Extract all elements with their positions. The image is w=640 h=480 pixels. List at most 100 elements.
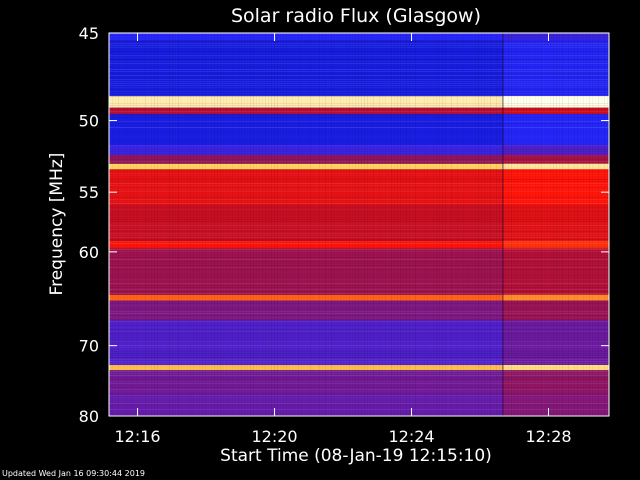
y-tick-label: 55 — [79, 183, 99, 202]
texture-streak — [427, 33, 428, 416]
texture-line — [109, 409, 609, 410]
texture-line — [109, 103, 609, 104]
texture-streak — [379, 33, 380, 416]
frequency-band — [109, 365, 609, 371]
texture-streak — [229, 33, 230, 416]
x-tick-label: 12:28 — [525, 427, 571, 446]
texture-streak — [223, 33, 224, 416]
texture-streak — [286, 33, 287, 416]
texture-streak — [247, 33, 248, 416]
texture-streak — [475, 33, 476, 416]
texture-streak — [460, 33, 461, 416]
texture-streak — [136, 33, 137, 416]
texture-line — [109, 197, 609, 198]
texture-streak — [172, 33, 173, 416]
texture-streak — [250, 33, 251, 416]
texture-streak — [439, 33, 440, 416]
texture-streak — [382, 33, 383, 416]
frequency-band — [109, 370, 609, 394]
x-tick-mark — [274, 33, 276, 41]
texture-streak — [124, 33, 125, 416]
texture-streak — [190, 33, 191, 416]
texture-streak — [577, 33, 578, 416]
texture-line — [109, 233, 609, 234]
texture-streak — [550, 33, 551, 416]
texture-streak — [283, 33, 284, 416]
texture-line — [109, 365, 609, 366]
texture-line — [109, 257, 609, 258]
texture-streak — [391, 33, 392, 416]
texture-streak — [226, 33, 227, 416]
texture-streak — [304, 33, 305, 416]
frequency-band-post-event — [502, 114, 609, 145]
texture-line — [109, 55, 609, 56]
texture-streak — [508, 33, 509, 416]
texture-streak — [595, 33, 596, 416]
texture-line — [109, 303, 609, 304]
texture-streak — [148, 33, 149, 416]
texture-streak — [316, 33, 317, 416]
texture-line — [109, 151, 609, 152]
y-tick-mark — [109, 191, 117, 193]
texture-streak — [208, 33, 209, 416]
frequency-band-post-event — [502, 107, 609, 115]
texture-streak — [529, 33, 530, 416]
texture-streak — [151, 33, 152, 416]
texture-streak — [526, 33, 527, 416]
texture-streak — [559, 33, 560, 416]
texture-streak — [385, 33, 386, 416]
texture-streak — [436, 33, 437, 416]
y-tick-mark — [109, 251, 117, 253]
texture-line — [109, 351, 609, 352]
x-tick-mark — [274, 408, 276, 416]
texture-line — [109, 275, 609, 276]
texture-streak — [604, 33, 605, 416]
texture-streak — [331, 33, 332, 416]
frequency-band — [109, 155, 609, 164]
frequency-band — [109, 33, 609, 41]
texture-line — [109, 73, 609, 74]
texture-line — [109, 361, 609, 362]
texture-streak — [412, 33, 413, 416]
texture-line — [109, 149, 609, 150]
x-tick-mark — [411, 33, 413, 41]
y-tick-label: 45 — [79, 24, 99, 43]
texture-streak — [280, 33, 281, 416]
texture-line — [109, 123, 609, 124]
texture-streak — [211, 33, 212, 416]
texture-streak — [319, 33, 320, 416]
texture-streak — [130, 33, 131, 416]
texture-streak — [187, 33, 188, 416]
texture-line — [109, 45, 609, 46]
texture-line — [109, 99, 609, 100]
texture-streak — [310, 33, 311, 416]
texture-streak — [505, 33, 506, 416]
texture-line — [109, 41, 609, 42]
texture-line — [109, 373, 609, 374]
texture-streak — [181, 33, 182, 416]
y-tick-mark — [601, 191, 609, 193]
x-tick-mark — [137, 408, 139, 416]
texture-line — [109, 145, 609, 146]
texture-line — [109, 199, 609, 200]
texture-streak — [442, 33, 443, 416]
texture-line — [109, 375, 609, 376]
texture-streak — [346, 33, 347, 416]
y-tick-mark — [109, 345, 117, 347]
texture-streak — [547, 33, 548, 416]
texture-line — [109, 379, 609, 380]
frequency-band-post-event — [502, 294, 609, 301]
texture-line — [109, 359, 609, 360]
frequency-band-post-event — [502, 169, 609, 205]
texture-line — [109, 185, 609, 186]
texture-line — [109, 381, 609, 382]
y-tick-mark — [109, 415, 117, 417]
texture-line — [109, 289, 609, 290]
texture-line — [109, 293, 609, 294]
texture-streak — [424, 33, 425, 416]
texture-streak — [370, 33, 371, 416]
texture-streak — [457, 33, 458, 416]
texture-streak — [496, 33, 497, 416]
texture-line — [109, 69, 609, 70]
texture-line — [109, 95, 609, 96]
